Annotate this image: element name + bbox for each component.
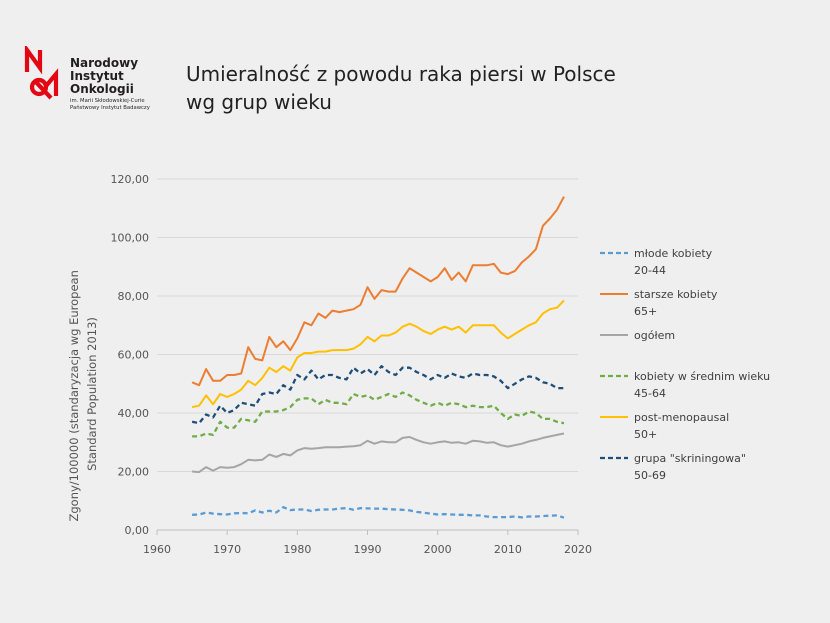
x-tick-label: 2010 (494, 543, 522, 556)
legend-label-1-line-2: 65+ (634, 305, 657, 318)
x-tick-labels: 1960 1970 1980 1990 2000 2010 2020 (143, 543, 592, 556)
legend-label-4-line-1: post-menopausal (634, 411, 729, 424)
y-tick-label: 60,00 (118, 349, 150, 362)
axes (156, 529, 579, 535)
y-tick-label: 100,00 (111, 232, 150, 245)
y-axis-label-line-1: Zgony/100000 (standaryzacja wg European (67, 270, 81, 521)
legend-label-5-line-1: grupa "skriningowa" (634, 452, 746, 465)
legend-label-3-line-2: 45-64 (634, 387, 666, 400)
x-tick-label: 2000 (424, 543, 452, 556)
series-line-4 (191, 299, 565, 409)
grid-lines (157, 178, 578, 472)
x-tick-label: 2020 (564, 543, 592, 556)
y-tick-label: 80,00 (118, 290, 150, 303)
page-title-line-1: Umieralność z powodu raka piersi w Polsc… (186, 62, 616, 86)
logo-name-line-1: Narodowy (70, 56, 139, 70)
y-axis-label-line-2: Standard Population 2013) (85, 317, 99, 471)
logo-name-line-2: Instytut (70, 69, 124, 83)
legend-label-0-line-2: 20-44 (634, 264, 666, 277)
logo-subtitle-line-1: im. Marii Skłodowskiej-Curie (70, 98, 145, 104)
y-tick-label: 0,00 (125, 524, 150, 537)
legend-label-4-line-2: 50+ (634, 428, 657, 441)
legend-label-3-line-1: kobiety w średnim wieku (634, 370, 770, 383)
x-tick-label: 1970 (213, 543, 241, 556)
series-line-5 (191, 365, 564, 425)
series-line-2 (192, 432, 565, 474)
logo-mark-icon (24, 43, 59, 100)
y-tick-label: 120,00 (111, 173, 150, 186)
y-tick-label: 20,00 (118, 466, 150, 479)
legend-label-2-line-1: ogółem (634, 329, 675, 342)
x-tick-label: 1980 (283, 543, 311, 556)
series-line-1 (191, 196, 565, 387)
legend: młode kobiety 20-44 starsze kobiety 65+ ogół… (600, 247, 770, 482)
x-tick-label: 1960 (143, 543, 171, 556)
y-axis-label: Zgony/100000 (standaryzacja wg European … (67, 266, 99, 521)
y-tick-labels: 0,00 20,00 40,00 60,00 80,00 100,00 120,00 (111, 173, 150, 537)
x-tick-label: 1990 (354, 543, 382, 556)
y-tick-label: 40,00 (118, 407, 150, 420)
series-line-3 (192, 391, 565, 438)
series-lines (191, 196, 565, 519)
legend-label-5-line-2: 50-69 (634, 469, 666, 482)
institute-logo: Narodowy Instytut Onkologii im. Marii Sk… (24, 43, 174, 126)
legend-label-1-line-1: starsze kobiety (634, 288, 718, 301)
logo-subtitle-line-2: Państwowy Instytut Badawczy (70, 105, 150, 111)
page-title: Umieralność z powodu raka piersi w Polsc… (186, 60, 616, 116)
logo-name-line-3: Onkologii (70, 82, 134, 96)
page-title-line-2: wg grup wieku (186, 90, 332, 114)
legend-label-0-line-1: młode kobiety (634, 247, 713, 260)
series-line-0 (192, 506, 565, 519)
